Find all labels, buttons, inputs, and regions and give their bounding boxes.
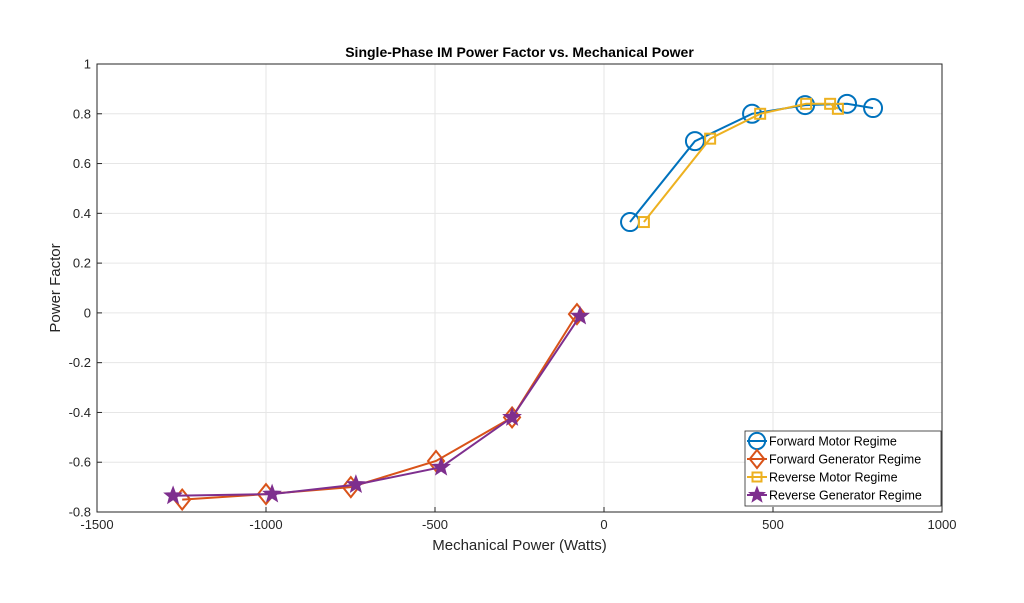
star-marker <box>502 406 522 426</box>
star-marker <box>570 305 590 325</box>
y-tick-label: -0.6 <box>69 455 91 470</box>
y-tick-label: 0.6 <box>73 156 91 171</box>
series-forward-motor-regime <box>620 93 884 233</box>
ticks: -1500 -1000 -500 0 500 1000 -0.8 -0.6 -0.4 -0.2 0 0… <box>69 57 957 533</box>
circle-marker <box>684 131 705 152</box>
square-marker <box>800 97 813 110</box>
y-axis-label: Power Factor <box>47 243 64 332</box>
y-tick-label: 0 <box>84 305 91 320</box>
series-layer <box>163 93 884 512</box>
legend-box <box>744 430 942 507</box>
legend-label: Forward Motor Regime <box>769 435 897 449</box>
legend-item: Reverse Generator Regime <box>747 485 922 503</box>
chart-title: Single-Phase IM Power Factor vs. Mechani… <box>345 44 694 60</box>
x-axis-label: Mechanical Power (Watts) <box>432 537 607 554</box>
legend-item: Forward Generator Regime <box>747 448 921 470</box>
legend-item: Reverse Motor Regime <box>747 471 898 485</box>
square-marker <box>704 132 717 145</box>
series-line <box>182 313 578 501</box>
y-tick-label: 0.4 <box>73 206 91 221</box>
series-line <box>629 102 874 223</box>
square-marker <box>754 107 767 120</box>
axes-box <box>96 63 943 513</box>
y-tick-label: -0.2 <box>69 355 91 370</box>
y-tick-label: -0.8 <box>69 505 91 520</box>
x-tick-label: 0 <box>600 517 607 532</box>
x-tick-label: 500 <box>762 517 784 532</box>
square-marker <box>831 102 844 115</box>
diamond-marker <box>567 302 587 326</box>
x-tick-label: -500 <box>422 517 448 532</box>
star-marker <box>345 474 366 494</box>
series-reverse-motor-regime <box>637 97 844 229</box>
circle-marker <box>863 98 884 119</box>
x-tick-label: -1000 <box>249 517 282 532</box>
star-marker <box>747 485 767 503</box>
y-tick-label: -0.4 <box>69 405 91 420</box>
legend-label: Forward Generator Regime <box>769 453 921 467</box>
y-tick-label: 1 <box>84 57 91 72</box>
square-marker <box>637 216 650 229</box>
star-marker <box>163 485 183 505</box>
legend-label: Reverse Generator Regime <box>769 489 922 503</box>
legend-label: Reverse Motor Regime <box>769 471 898 485</box>
series-forward-generator-regime <box>172 302 587 512</box>
star-marker <box>431 456 451 476</box>
x-tick-label: 1000 <box>928 517 957 532</box>
legend: Forward Motor Regime Forward Generator Re… <box>744 430 942 507</box>
y-tick-label: 0.2 <box>73 256 91 271</box>
x-tick-label: -1500 <box>80 517 113 532</box>
legend-item: Forward Motor Regime <box>747 431 897 451</box>
square-marker <box>751 471 763 483</box>
series-reverse-generator-regime <box>163 305 590 505</box>
star-marker <box>262 483 282 503</box>
series-line <box>173 315 581 497</box>
circle-marker <box>620 212 641 233</box>
diamond-marker <box>748 448 766 470</box>
series-line <box>643 102 839 223</box>
y-tick-label: 0.8 <box>73 106 91 121</box>
